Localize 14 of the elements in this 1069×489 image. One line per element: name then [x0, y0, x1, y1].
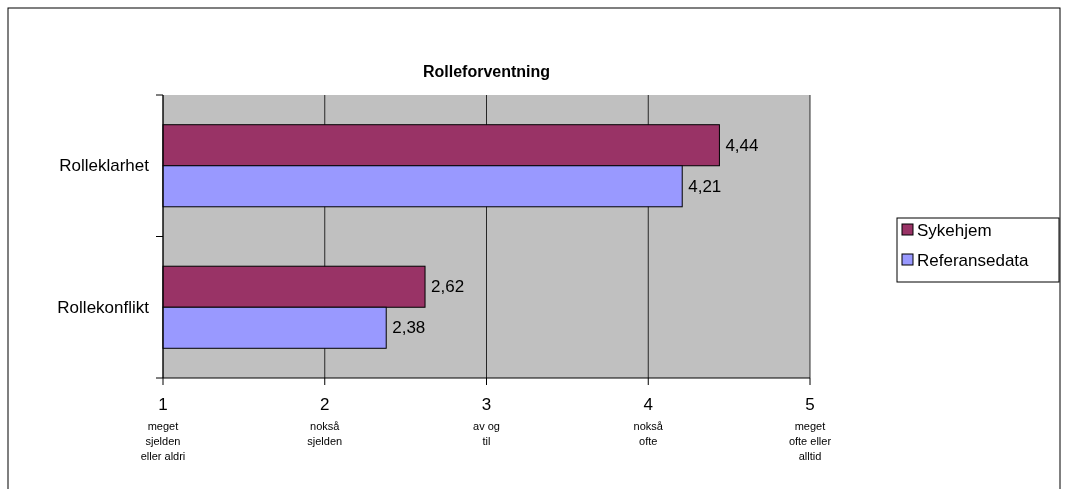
x-tick-label: 4 nokså ofte — [633, 395, 664, 447]
data-label: 2,38 — [392, 318, 426, 338]
legend-label: Sykehjem — [917, 220, 992, 240]
data-label: 4,44 — [725, 135, 759, 155]
legend-label: Referansedata — [917, 250, 1030, 270]
x-tick-label: 2 nokså sjelden — [307, 395, 343, 447]
y-tick-label: Rollekonflikt — [57, 297, 150, 317]
data-label: 2,62 — [431, 277, 465, 297]
chart-title: Rolleforventning — [422, 63, 551, 80]
data-label: 4,21 — [688, 176, 722, 196]
x-tick-label: 1 meget sjelden eller aldri — [140, 395, 186, 462]
y-tick-label: Rolleklarhet — [59, 156, 150, 176]
x-tick-label: 5 meget ofte eller alltid — [788, 395, 832, 462]
x-tick-label: 3 av og til — [473, 395, 500, 447]
